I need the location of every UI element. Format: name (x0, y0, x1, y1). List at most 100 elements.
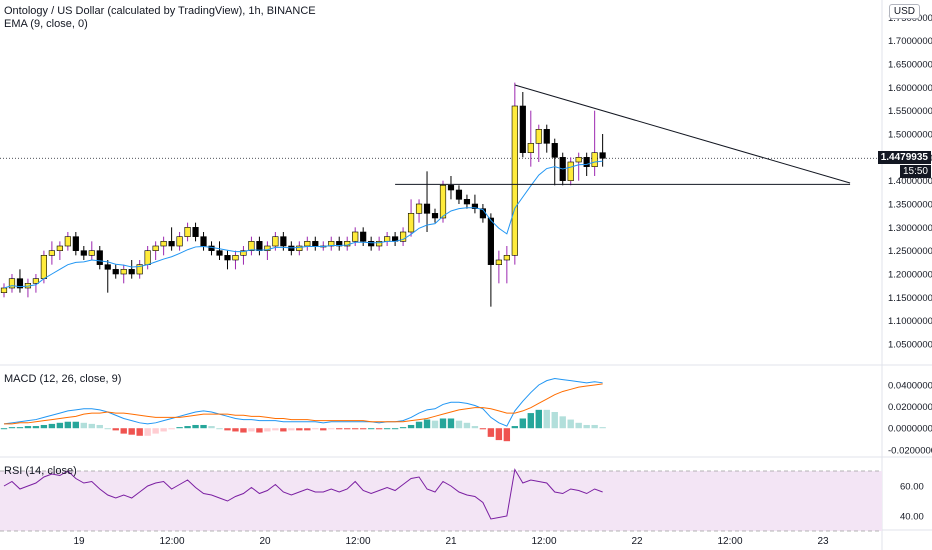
signal-line (3, 383, 603, 425)
macd-histogram-bar (439, 418, 447, 429)
rsi-legend: RSI (14, close) (4, 465, 77, 477)
candle-body (503, 255, 510, 261)
rsi-tick-label: 60.00 (900, 482, 924, 493)
candle-body (399, 231, 407, 242)
candle-body (176, 236, 183, 247)
candle-body (248, 241, 255, 251)
candle-body (216, 250, 223, 256)
candle-body (519, 105, 526, 153)
macd-histogram-bar (296, 428, 303, 431)
candle-body (128, 269, 135, 275)
time-tick-label: 12:00 (345, 536, 370, 547)
last-price-tag: 1.4479935 (877, 151, 931, 165)
candle-body (599, 152, 606, 159)
macd-histogram-bar (160, 428, 167, 432)
candle-body (439, 185, 447, 219)
macd-histogram-bar (527, 413, 534, 429)
macd-histogram-bar (256, 428, 263, 433)
macd-histogram-bar (56, 422, 64, 429)
rsi-line (3, 468, 603, 520)
macd-histogram-bar (479, 428, 487, 430)
macd-histogram-bar (599, 427, 606, 429)
candle-body (384, 236, 391, 242)
candle-body (184, 227, 191, 237)
price-tick-label: 1.7000000 (888, 36, 932, 47)
price-tick-label: 1.6500000 (888, 60, 932, 71)
macd-histogram-bar (463, 422, 471, 429)
candle-body (144, 250, 151, 265)
macd-histogram-bar (104, 428, 111, 430)
candle-body (471, 203, 479, 209)
candle-body (376, 241, 383, 247)
macd-histogram-bar (112, 428, 119, 431)
candle-body (264, 245, 271, 251)
macd-histogram-bar (288, 428, 295, 431)
macd-histogram-bar (40, 424, 48, 429)
candle-body (152, 245, 159, 251)
candle-body (272, 236, 279, 247)
time-tick-label: 12:00 (531, 536, 556, 547)
macd-histogram-bar (192, 424, 199, 429)
macd-histogram-bar (359, 428, 367, 430)
macd-histogram-bar (224, 428, 231, 431)
macd-histogram-bar (415, 421, 423, 429)
candle-body (543, 129, 550, 144)
candle-body (535, 129, 542, 144)
candle-body (352, 231, 359, 242)
candle-body (312, 241, 319, 247)
candle-body (511, 105, 518, 256)
macd-histogram-bar (320, 428, 327, 431)
macd-histogram-bar (352, 428, 359, 430)
candle-body (423, 203, 431, 214)
macd-histogram-bar (88, 423, 95, 429)
candle-body (56, 245, 63, 251)
time-tick-label: 20 (259, 536, 271, 547)
candle-body (112, 269, 119, 275)
time-tick-label: 12:00 (159, 536, 184, 547)
time-tick-label: 12:00 (717, 536, 742, 547)
macd-histogram-bar (551, 412, 558, 429)
macd-histogram-bar (48, 423, 56, 429)
price-tick-label: 1.0500000 (888, 340, 932, 351)
symbol-title: Ontology / US Dollar (calculated by Trad… (4, 5, 316, 17)
currency-button[interactable]: USD (888, 4, 920, 19)
rsi-tick-label: 40.00 (900, 512, 924, 523)
candle-body (296, 245, 303, 251)
macd-histogram-bar (367, 428, 375, 430)
macd-tick-label: 0.0200000 (888, 402, 932, 413)
macd-histogram-bar (304, 428, 311, 431)
candle-body (16, 278, 24, 289)
candle-body (415, 203, 423, 214)
macd-histogram-bar (391, 428, 399, 430)
candle-body (64, 236, 71, 247)
macd-histogram-bar (575, 422, 582, 429)
candle-body (567, 161, 574, 181)
macd-histogram-bar (407, 424, 415, 429)
macd-histogram-bar (120, 428, 127, 434)
price-tick-label: 1.1500000 (888, 293, 932, 304)
candle-body (455, 189, 463, 200)
price-tick-label: 1.5000000 (888, 130, 932, 141)
price-tick-label: 1.2000000 (888, 270, 932, 281)
macd-histogram-bar (64, 421, 72, 429)
macd-histogram-bar (168, 428, 175, 430)
candle-body (232, 255, 239, 261)
macd-histogram-bar (471, 426, 479, 429)
rsi-band (0, 471, 882, 531)
candle-body (304, 241, 311, 247)
macd-histogram-bar (336, 428, 343, 430)
macd-tick-label: 0.0400000 (888, 380, 932, 391)
candle-body (447, 185, 455, 191)
candle-body (72, 236, 79, 251)
candle-body (575, 157, 582, 163)
candle-body (495, 259, 502, 265)
macd-histogram-bar (503, 428, 511, 442)
macd-tick-label: -0.0200000 (888, 445, 932, 456)
macd-histogram-bar (216, 428, 223, 430)
macd-histogram-bar (375, 428, 383, 430)
macd-histogram-bar (511, 426, 519, 429)
macd-histogram-bar (184, 426, 191, 429)
macd-histogram-bar (583, 424, 590, 429)
